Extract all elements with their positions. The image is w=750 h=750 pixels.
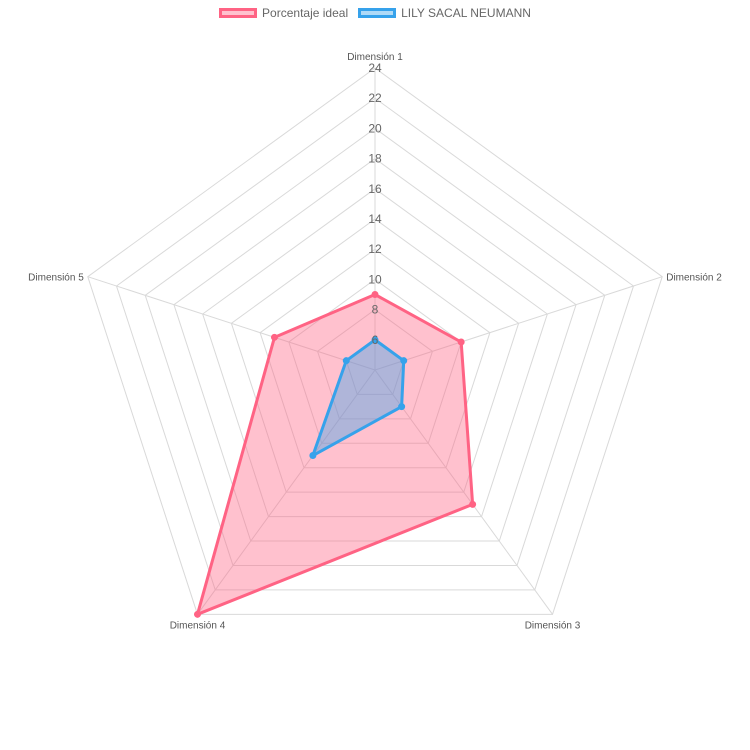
series-2-point-2 [400,357,408,365]
grid-spoke-4 [197,369,376,615]
series-2-point-1 [371,336,379,344]
series-1-point-3 [469,500,477,508]
tick-label-8: 20 [368,121,382,135]
series-1-point-1 [371,291,379,298]
legend-swatch-series-1 [219,8,258,18]
tick-label-6: 16 [368,182,382,196]
tick-label-3: 10 [368,272,382,286]
grid-spoke-3 [374,369,553,615]
tick-label-10: 24 [368,61,382,75]
axis-label-dimension-2: Dimensión 2 [666,273,722,284]
series-2-point-4 [309,452,317,460]
axis-label-dimension-5: Dimensión 5 [28,273,84,284]
tick-label-9: 22 [368,91,382,105]
axis-label-dimension-3: Dimensión 3 [525,620,581,631]
legend-item-series-1[interactable]: Porcentaje ideal [219,6,348,20]
grid-spoke-2 [374,276,663,371]
series-2-line [311,338,406,458]
series-2-area [312,339,404,456]
axis-label-dimension-4: Dimensión 4 [170,620,226,631]
grid-ring-6 [202,188,548,518]
tick-label-7: 18 [368,152,382,166]
series-1-point-5 [270,333,278,341]
legend-label-series-1: Porcentaje ideal [262,6,349,20]
grid-ring-10 [87,67,663,615]
tick-label-5: 14 [368,212,382,226]
grid-ring-5 [230,218,520,493]
series-2-point-5 [342,357,350,365]
grid-spoke-5 [87,276,376,371]
grid-ring-7 [173,157,577,542]
series-1-line [195,293,475,616]
legend-item-series-2[interactable]: LILY SACAL NEUMANN [358,6,531,20]
series-1-point-4 [193,610,201,618]
tick-label-2: 8 [372,303,379,317]
tick-label-4: 12 [368,242,382,256]
tick-label-1: 6 [372,333,379,347]
legend-swatch-series-2 [358,8,397,18]
grid-ring-4 [259,248,491,469]
grid-ring-3 [288,278,462,444]
series-1-point-2 [457,338,465,346]
grid-ring-9 [115,97,635,591]
axis-label-dimension-1: Dimensión 1 [347,52,403,63]
series-1-area [197,294,473,615]
series-2-point-3 [398,403,406,411]
chart-legend: Porcentaje ideal LILY SACAL NEUMANN [0,6,750,20]
grid-ring-8 [144,127,606,566]
grid-ring-2 [316,308,434,420]
legend-label-series-2: LILY SACAL NEUMANN [401,6,531,20]
